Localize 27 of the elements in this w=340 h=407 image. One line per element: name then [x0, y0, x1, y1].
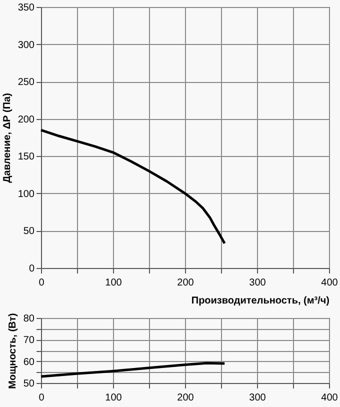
- x-tick-label: 100: [105, 278, 122, 288]
- y-axis-title: Давление, ΔР (Па): [2, 93, 13, 183]
- x-tick-label: 0: [38, 278, 45, 288]
- y-tick-label: 0: [28, 264, 35, 274]
- y-tick-label: 350: [18, 2, 35, 14]
- line-series: [40, 128, 226, 245]
- x-tick-label: 300: [249, 278, 266, 288]
- y-tick-label: 300: [18, 40, 35, 51]
- y-tick-label: 70: [23, 335, 35, 346]
- y-tick-label: 50: [23, 378, 35, 390]
- x-tick-label: 100: [105, 392, 122, 404]
- y-tick-label: 60: [23, 356, 35, 368]
- x-tick-label: 200: [177, 278, 194, 288]
- x-axis-title: Производительность, (м³/ч): [191, 296, 330, 306]
- y-tick-label: 100: [18, 188, 35, 200]
- y-tick-label: 250: [18, 77, 35, 88]
- x-tick-label: 400: [321, 392, 338, 404]
- x-tick-label: 0: [38, 392, 45, 404]
- y-tick-label: 50: [23, 226, 35, 238]
- x-tick-label: 200: [177, 392, 194, 404]
- x-tick-label: 400: [321, 278, 338, 288]
- x-tick-label: 300: [249, 392, 266, 404]
- y-tick-label: 200: [18, 114, 35, 126]
- y-tick-label: 150: [18, 152, 35, 163]
- y-tick-label: 80: [23, 314, 35, 324]
- line-series: [40, 362, 226, 378]
- y-axis-title: Мощность, (Вт): [7, 313, 18, 389]
